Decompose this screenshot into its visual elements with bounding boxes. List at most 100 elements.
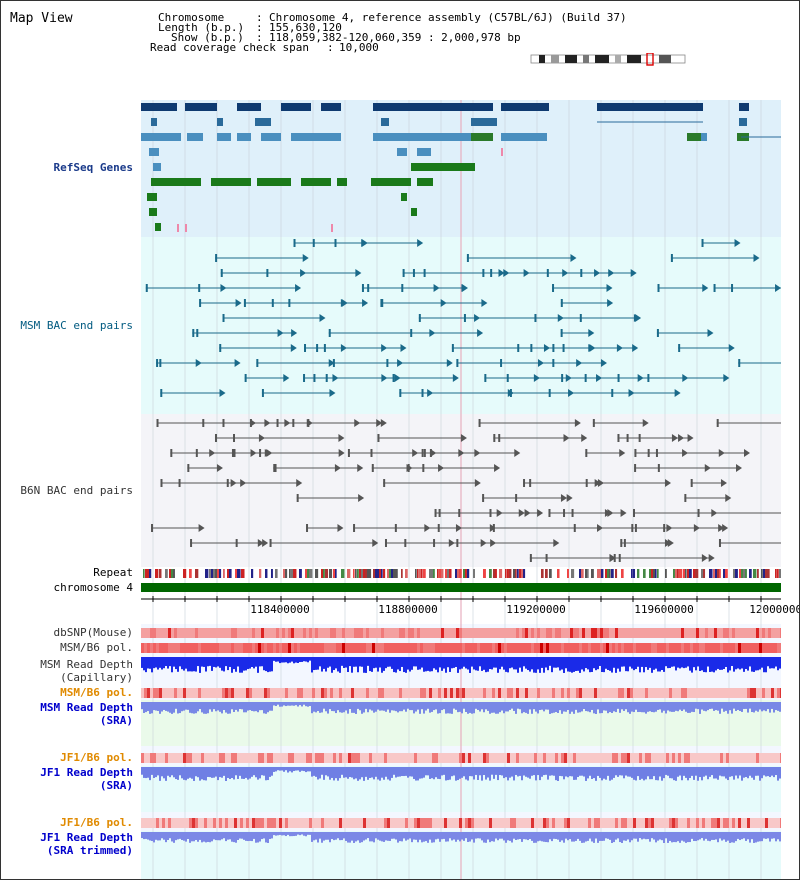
- polymorphism-heat: [189, 688, 192, 698]
- read-depth-bar: [599, 767, 601, 778]
- read-depth-bar: [523, 702, 525, 713]
- polymorphism-heat: [753, 753, 756, 763]
- track-canvas[interactable]: [141, 96, 781, 879]
- read-depth-bar: [313, 767, 315, 776]
- chromosome-value: Chromosome 4, reference assembly (C57BL/…: [269, 11, 627, 24]
- read-depth-bar: [691, 657, 693, 673]
- read-depth-bar: [567, 657, 569, 672]
- polymorphism-heat: [279, 628, 282, 638]
- polymorphism-heat: [501, 753, 504, 763]
- read-depth-bar: [151, 657, 153, 673]
- read-depth-bar: [299, 832, 301, 836]
- msm-bac-pair-end: [234, 359, 241, 367]
- polymorphism-heat: [417, 628, 420, 638]
- read-depth-bar: [257, 767, 259, 780]
- read-depth-bar: [467, 657, 469, 670]
- read-depth-bar: [233, 832, 235, 843]
- msm-bac-pair-end: [303, 374, 306, 382]
- chromosome-ideogram[interactable]: [529, 53, 689, 67]
- read-depth-bar: [653, 832, 655, 840]
- read-depth-bar: [291, 657, 293, 662]
- read-depth-bar: [209, 657, 211, 666]
- read-depth-bar: [177, 767, 179, 780]
- polymorphism-heat: [690, 628, 693, 638]
- read-depth-bar: [723, 767, 725, 777]
- read-depth-bar: [167, 702, 169, 712]
- read-depth-bar: [729, 767, 731, 777]
- read-depth-bar: [175, 767, 177, 780]
- polymorphism-heat: [372, 688, 375, 698]
- read-depth-bar: [695, 767, 697, 776]
- read-depth-bar: [257, 657, 259, 673]
- read-depth-bar: [179, 832, 181, 839]
- read-depth-bar: [311, 832, 313, 842]
- polymorphism-heat: [180, 818, 183, 828]
- polymorphism-heat: [462, 818, 465, 828]
- read-depth-bar: [617, 832, 619, 839]
- read-depth-bar: [365, 702, 367, 709]
- msm-bac-pair-end: [400, 344, 407, 352]
- read-depth-bar: [257, 832, 259, 843]
- b6n-bac-pair-end: [370, 449, 373, 457]
- repeat-feature: [441, 569, 444, 578]
- read-depth-bar: [707, 702, 709, 711]
- polymorphism-heat: [621, 753, 624, 763]
- show-key: Show (b.p.): [171, 31, 244, 44]
- gene-feature: [373, 133, 471, 141]
- polymorphism-heat: [147, 643, 150, 653]
- read-depth-bar: [569, 657, 571, 672]
- msm-bac-pair-end: [474, 314, 481, 322]
- read-depth-bar: [161, 702, 163, 712]
- polymorphism-heat: [510, 818, 513, 828]
- read-depth-bar: [469, 657, 471, 673]
- read-depth-bar: [561, 767, 563, 777]
- read-depth-bar: [339, 657, 341, 673]
- repeat-feature: [285, 569, 288, 578]
- repeat-feature: [701, 569, 704, 578]
- polymorphism-heat: [297, 753, 300, 763]
- read-depth-bar: [377, 657, 379, 672]
- span-value: 10,000: [339, 41, 379, 54]
- read-depth-bar: [737, 702, 739, 710]
- read-depth-bar: [323, 702, 325, 709]
- read-depth-bar: [693, 832, 695, 842]
- read-depth-bar: [637, 767, 639, 777]
- polymorphism-heat: [225, 753, 228, 763]
- polymorphism-heat: [141, 753, 144, 763]
- read-depth-bar: [733, 702, 735, 709]
- read-depth-bar: [535, 832, 537, 843]
- polymorphism-heat: [438, 753, 441, 763]
- polymorphism-heat: [483, 753, 486, 763]
- read-depth-bar: [225, 702, 227, 713]
- read-depth-bar: [529, 657, 531, 672]
- b6n-bac-pair-end: [492, 524, 495, 532]
- polymorphism-heat: [669, 643, 672, 653]
- polymorphism-heat: [213, 688, 216, 698]
- polymorphism-heat: [330, 643, 333, 653]
- read-depth-bar: [357, 832, 359, 841]
- read-depth-bar: [749, 832, 751, 843]
- read-depth-bar: [671, 657, 673, 667]
- read-depth-bar: [733, 657, 735, 672]
- polymorphism-heat: [198, 628, 201, 638]
- read-depth-bar: [247, 702, 249, 711]
- polymorphism-heat: [612, 818, 615, 828]
- polymorphism-heat: [189, 753, 192, 763]
- read-depth-bar: [307, 767, 309, 772]
- read-depth-bar: [333, 657, 335, 671]
- b6n-bac-pair-end: [585, 479, 588, 487]
- gene-feature: [373, 103, 493, 111]
- read-depth-bar: [579, 657, 581, 673]
- read-depth-bar: [705, 767, 707, 776]
- read-depth-bar: [311, 702, 313, 714]
- b6n-bac-pair-end: [493, 434, 496, 442]
- polymorphism-heat: [765, 628, 768, 638]
- read-depth-bar: [183, 702, 185, 711]
- read-depth-bar: [605, 702, 607, 711]
- polymorphism-heat: [525, 628, 528, 638]
- read-depth-bar: [629, 767, 631, 777]
- polymorphism-heat: [231, 818, 234, 828]
- polymorphism-heat: [630, 753, 633, 763]
- polymorphism-heat: [270, 818, 273, 828]
- read-depth-bar: [607, 767, 609, 776]
